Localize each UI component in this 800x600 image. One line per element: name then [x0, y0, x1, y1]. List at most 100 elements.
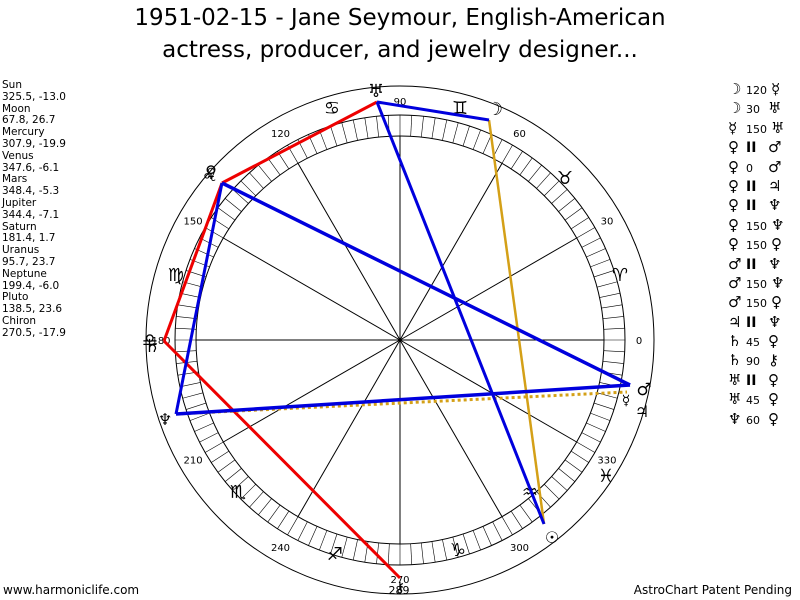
aspect-planet-b-icon: ♆ [768, 312, 782, 331]
degree-tick [452, 536, 459, 558]
extra-degree-label: 289 [389, 584, 410, 597]
degree-tick [603, 327, 625, 330]
chart-title-line-2: actress, producer, and jewelry designer.… [162, 37, 638, 63]
footer-patent-note: AstroChart Patent Pending [633, 583, 792, 597]
degree-tick [564, 459, 583, 473]
degree-label: 0 [636, 336, 642, 347]
planet-jupiter-icon: ♃ [635, 402, 649, 421]
aspect-row: ☽ 120 ☿ [728, 80, 789, 99]
degree-tick [330, 533, 338, 555]
planet-mars-icon: ♂ [636, 380, 651, 400]
degree-tick [462, 533, 470, 555]
aspect-angle: II [746, 314, 757, 331]
aspect-line-blue [376, 100, 490, 122]
aspect-row: ♆ 60 ♀ [728, 410, 789, 429]
degree-tick [224, 198, 242, 212]
aspect-planet-a-icon: ☽ [728, 80, 742, 98]
planet-name: Mercury [2, 126, 45, 139]
degree-tick [177, 304, 199, 309]
degree-tick [482, 134, 492, 154]
planet-coords: 67.8, 26.7 [2, 114, 56, 127]
aspect-planet-a-icon: ♀ [728, 157, 739, 176]
degree-label: 150 [183, 217, 202, 228]
aspect-planet-a-icon: ♀ [728, 138, 739, 157]
degree-label: 300 [510, 543, 529, 554]
degree-tick [482, 526, 492, 546]
degree-tick [570, 217, 589, 230]
degree-tick [602, 361, 624, 364]
degree-tick [421, 542, 424, 564]
planet-coords: 95.7, 23.7 [2, 255, 56, 268]
degree-tick [410, 115, 413, 137]
aspect-line-gold [525, 397, 546, 525]
aspect-angle: 150 [746, 297, 767, 311]
aspect-planet-b-icon: ♀ [768, 390, 779, 409]
planet-name: Sun [2, 79, 22, 91]
degree-tick [410, 543, 413, 565]
zodiac-sign-icon: ♐ [327, 544, 343, 565]
aspect-angle: 150 [746, 277, 767, 291]
degree-tick [189, 412, 210, 421]
aspect-planet-b-icon: ♅ [771, 118, 785, 137]
degree-tick [590, 412, 611, 421]
degree-tick [199, 432, 219, 443]
aspect-planet-b-icon: ♀ [768, 370, 779, 389]
aspect-planet-b-icon: ♀ [771, 235, 782, 254]
planet-moon-icon: ☽ [487, 99, 503, 120]
degree-tick [232, 476, 249, 491]
aspect-line-red [162, 182, 224, 342]
aspect-row: ♅ II ♀ [728, 371, 789, 390]
degree-tick [558, 198, 576, 212]
aspect-planet-b-icon: ♆ [768, 254, 782, 273]
aspect-planet-b-icon: ♆ [771, 215, 785, 234]
degree-tick [519, 157, 533, 176]
planet-sun-icon: ☉ [545, 528, 559, 547]
degree-tick [602, 316, 624, 319]
degree-tick [179, 382, 201, 388]
degree-tick [341, 536, 348, 558]
aspect-angle: II [746, 140, 757, 157]
degree-tick [599, 292, 621, 298]
degree-tick [596, 281, 618, 288]
zodiac-sign-icon: ♈ [612, 265, 628, 286]
footer-website-link[interactable]: www.harmoniclife.com [3, 583, 140, 597]
aspect-row: ♂ 150 ♀ [728, 293, 789, 312]
aspect-row: ♀ II ♃ [728, 177, 789, 196]
planet-name: Chiron [2, 314, 37, 327]
degree-tick [586, 422, 606, 432]
degree-tick [593, 270, 615, 278]
planet-coords: 325.5, -13.0 [2, 90, 66, 103]
aspect-planet-b-icon: ☿ [771, 80, 781, 98]
degree-tick [544, 484, 560, 500]
degree-tick [352, 119, 358, 141]
aspect-planet-a-icon: ♅ [728, 370, 742, 389]
aspect-angle: II [746, 372, 757, 389]
aspect-planet-a-icon: ♄ [728, 351, 742, 370]
planet-coords: 347.6, -6.1 [2, 161, 60, 174]
planet-name: Venus [2, 149, 34, 162]
aspect-row: ☿ 150 ♅ [728, 119, 789, 138]
degree-tick [258, 164, 272, 182]
aspect-angle: II [746, 256, 757, 273]
aspect-list: ☽ 120 ☿ ☽ 30 ♅ ☿ 150 ♅ ♀ II ♂ ♀ 0 ♂ ♀ II ♃ ♀ II ♆ ♀ 150 ♆ ♀ 150 ♀ ♂… [728, 80, 789, 429]
aspect-line-red [221, 100, 378, 185]
house-spoke [223, 237, 401, 341]
degree-label: 90 [394, 97, 407, 108]
aspect-planet-b-icon: ♆ [771, 273, 785, 292]
degree-tick [576, 227, 596, 239]
degree-tick [510, 510, 523, 529]
degree-tick [175, 350, 197, 353]
zodiac-sign-icon: ♉ [557, 168, 573, 189]
aspect-row: ♀ II ♆ [728, 196, 789, 215]
degree-tick [258, 498, 272, 516]
aspect-angle: 60 [746, 413, 760, 427]
aspect-row: ♀ 0 ♂ [728, 158, 789, 177]
degree-tick [308, 526, 318, 546]
aspect-planet-b-icon: ♆ [768, 196, 782, 215]
degree-tick [364, 117, 369, 139]
degree-tick [217, 459, 236, 473]
aspect-line-blue [375, 101, 546, 525]
degree-tick [341, 122, 348, 144]
chart-title-line-1: 1951-02-15 - Jane Seymour, English-Ameri… [134, 5, 666, 31]
degree-tick [240, 484, 256, 500]
